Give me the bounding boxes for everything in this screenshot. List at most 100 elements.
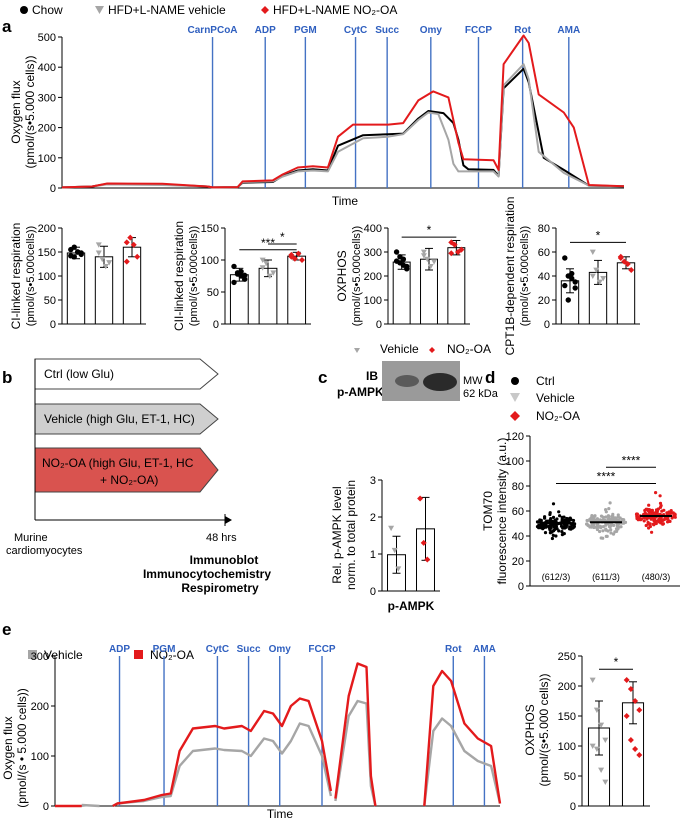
bar-a2-point-chow: [238, 268, 244, 275]
scatter-d-point-nooa: [654, 491, 658, 495]
timeline-end: 48 hrs: [206, 532, 237, 544]
blot-title-2: p-AMPK: [337, 385, 384, 399]
bar-e-y-tick-label: 250: [558, 651, 576, 663]
series-line-hfd-l-name-no-oa: [61, 34, 625, 189]
timeline-start-2: cardiomyocytes: [6, 545, 83, 557]
legend-d-vehicle: Vehicle: [536, 391, 575, 405]
bar-e-y-tick-label: 0: [570, 801, 576, 813]
bar-a4-point-chow: [569, 270, 575, 277]
panel-label-c: c: [318, 368, 327, 387]
bar-e-point-vehicle: [589, 677, 596, 683]
scatter-d-point-nooa: [658, 517, 663, 521]
panel-d-scatter-chart: 0 20 40 60 80 100 120 TOM70 fluorescence intensi…: [481, 431, 680, 593]
scatter-d-count-vehicle: (611/3): [592, 572, 620, 582]
bar-a1-point-nooa: [134, 253, 141, 260]
bar-a4-point-chow: [562, 282, 568, 289]
scatter-d-point-nooa: [658, 501, 663, 505]
bar-a3-bar-chow: [392, 261, 411, 325]
scatter-d-point-ctrl: [563, 518, 567, 523]
marker-label-carnpcoa: CarnPCoA: [188, 25, 238, 36]
panel-e-legend: Vehicle NO₂-OA: [28, 648, 194, 662]
scatter-d-sig-label: ****: [622, 453, 641, 467]
scatter-d-point-ctrl: [550, 536, 555, 541]
bar-e-y-tick-label: 100: [558, 741, 576, 753]
scatter-d-point-ctrl: [548, 526, 552, 530]
bar-e-point-nooa: [636, 707, 643, 713]
trace-e-ylabel-1: Oxygen flux: [1, 716, 15, 779]
bar-c-y-tick-label: 1: [370, 549, 376, 561]
scatter-d-point-vehicle: [601, 529, 605, 533]
scatter-d-point-vehicle: [604, 510, 608, 514]
assay-2: Immunocytochemistry: [143, 567, 271, 581]
bar-a4-y-tick-label: 0: [544, 319, 550, 331]
scatter-d-point-vehicle: [599, 536, 603, 540]
scatter-d-point-ctrl: [571, 518, 576, 523]
scatter-d-point-ctrl: [552, 525, 556, 529]
bar-a3-ylabel-2: (pmol/(s•5.000cells)): [351, 226, 363, 326]
scatter-d-point-vehicle: [614, 527, 619, 531]
series-line-no-oa: [112, 697, 333, 808]
bar-a2-bar-nooa: [287, 255, 307, 325]
legend-d-ctrl: Ctrl: [536, 374, 555, 388]
scatter-d-point-nooa: [642, 519, 646, 523]
bar-a1-point-vehicle: [106, 260, 113, 266]
marker-label-succ: Succ: [237, 644, 261, 655]
marker-label-cytc: CytC: [206, 644, 229, 655]
scatter-d-point-nooa: [654, 508, 659, 512]
series-line-chow: [61, 67, 625, 189]
scatter-d-point-vehicle: [608, 501, 612, 505]
bar-a3-point-vehicle: [431, 259, 438, 265]
bar-a1-point-nooa: [130, 241, 137, 248]
bar-e-point-nooa: [627, 737, 634, 743]
bar-a3-point-vehicle: [420, 253, 427, 259]
bar-a1-point-vehicle: [95, 250, 102, 256]
nooa-box-label-2: + NO₂-OA): [100, 473, 158, 487]
bar-e-point-nooa: [623, 713, 630, 719]
bar-a3-sig-label: *: [427, 223, 432, 237]
marker-label-ama: AMA: [557, 25, 580, 36]
bar-c-xlabel: p-AMPK: [388, 599, 435, 613]
trace-a-y-tick-label: 300: [38, 92, 56, 104]
bar-a1-ylabel-2: (pmol/(s•5.000cells)): [25, 226, 37, 326]
bar-a1-point-vehicle: [99, 256, 106, 263]
scatter-d-point-vehicle: [588, 525, 592, 529]
scatter-d-y-tick-label: 20: [512, 556, 524, 568]
legend-e-nooa-marker: [134, 650, 143, 659]
timeline-arrowhead: [225, 516, 232, 524]
scatter-d-point-vehicle: [601, 525, 606, 529]
bar-a4-point-chow: [572, 279, 578, 285]
scatter-d-point-nooa: [667, 510, 671, 514]
scatter-d-point-vehicle: [623, 520, 628, 525]
bar-a2-point-vehicle: [266, 273, 273, 279]
scatter-d-point-ctrl: [557, 529, 561, 533]
trace-a-xlabel: Time: [332, 194, 359, 208]
scatter-d-point-nooa: [650, 508, 654, 513]
legend-c-vehicle-marker: [354, 348, 360, 353]
blot-title-1: IB: [366, 369, 378, 383]
ctrl-box-label: Ctrl (low Glu): [44, 367, 114, 381]
bar-a4-point-chow: [562, 255, 568, 261]
scatter-d-point-nooa: [668, 519, 672, 524]
scatter-d-point-vehicle: [593, 514, 597, 518]
scatter-d-point-nooa: [652, 523, 656, 527]
legend-d-nooa-marker: [510, 411, 520, 421]
scatter-d-point-ctrl: [561, 525, 565, 529]
series-line-vehicle: [81, 803, 100, 808]
bar-c-y-tick-label: 2: [370, 512, 376, 524]
bar-a4-point-vehicle: [596, 279, 603, 285]
bar-a1-point-chow: [78, 250, 84, 256]
bar-a4-point-vehicle: [589, 249, 596, 255]
scatter-d-point-vehicle: [616, 513, 620, 517]
scatter-d-point-vehicle: [599, 514, 604, 518]
bar-a1-y-tick-label: 0: [50, 319, 56, 331]
bar-a2-point-vehicle: [259, 257, 266, 263]
scatter-d-point-nooa: [647, 503, 651, 507]
bar-c-point-vehicle: [391, 547, 398, 554]
bar-a4-y-tick-label: 20: [538, 295, 550, 307]
scatter-d-point-ctrl: [555, 517, 559, 521]
scatter-d-point-vehicle: [604, 528, 608, 532]
bar-a3-point-chow: [393, 249, 400, 255]
legend-e-vehicle: Vehicle: [44, 648, 83, 662]
scatter-d-point-nooa: [646, 520, 650, 525]
bar-a3-point-nooa: [448, 250, 455, 257]
